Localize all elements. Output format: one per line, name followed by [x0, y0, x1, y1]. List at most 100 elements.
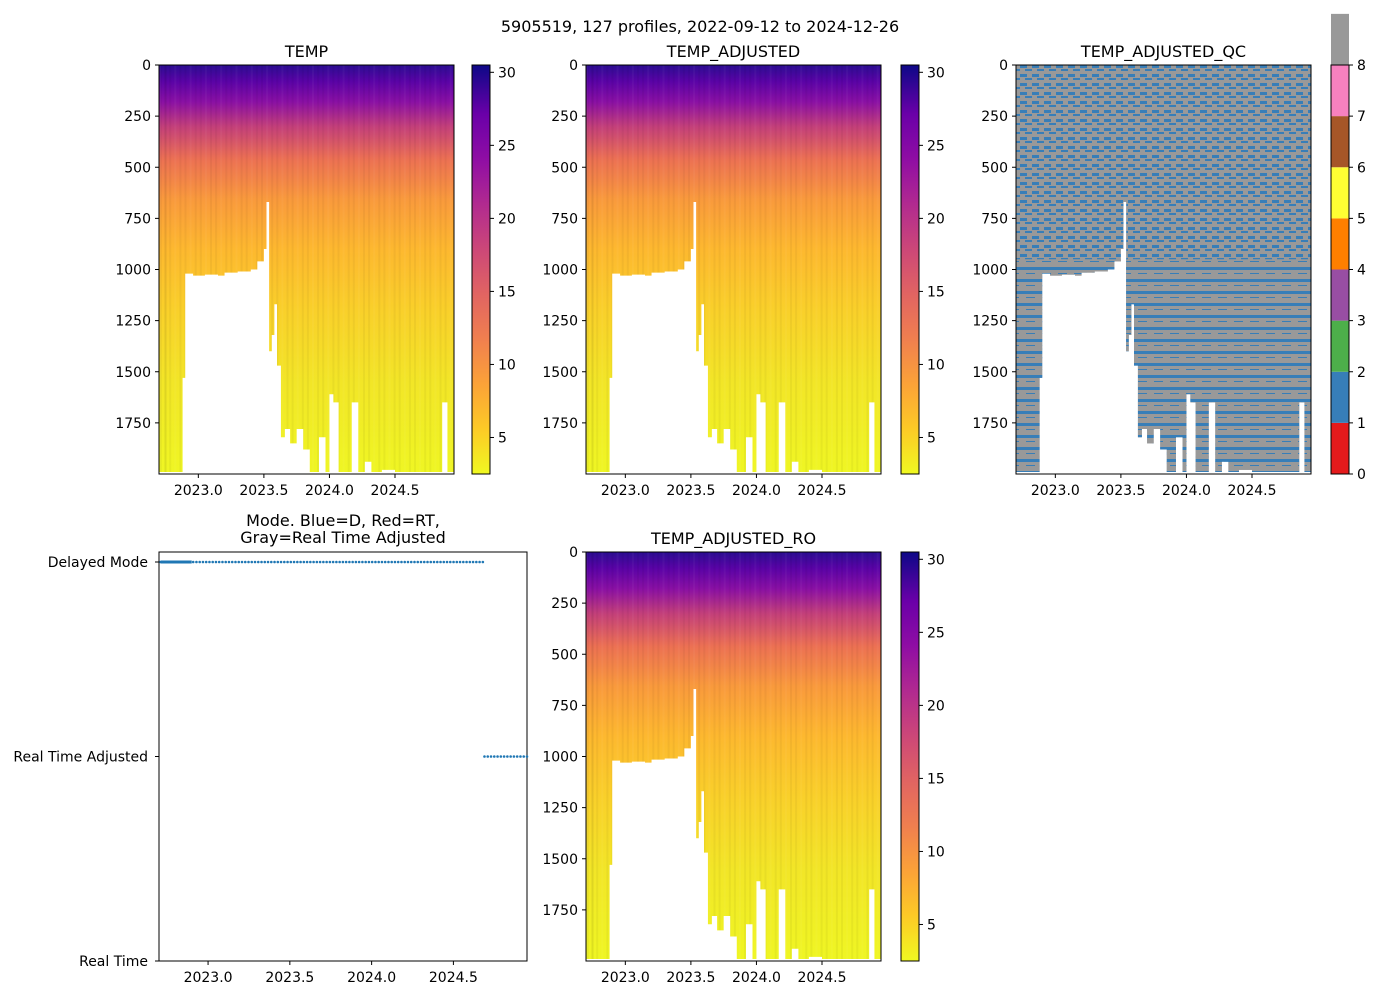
panel-1: 0 250 500 750 1000 1250 1500 1750 5 10 15 20 25 30 TEM…	[115, 42, 515, 499]
mode-point	[432, 560, 436, 564]
profile-streak	[728, 552, 731, 959]
mode-point	[458, 560, 462, 564]
xtick-label: 2023.0	[601, 970, 650, 986]
heatmap-field	[586, 65, 881, 472]
mode-point	[312, 560, 315, 564]
panel-title-line2: Gray=Real Time Adjusted	[240, 528, 446, 547]
ytick-label: 500	[124, 160, 151, 176]
mode-point	[305, 560, 309, 564]
profile-streak	[601, 552, 604, 959]
colorbar-segment	[1331, 167, 1349, 219]
profile-streak	[194, 65, 197, 472]
mode-point	[502, 755, 506, 758]
heatmap-fill-deep	[1016, 259, 1311, 472]
mode-point	[416, 560, 420, 564]
profile-streak	[835, 65, 838, 472]
profile-streak	[357, 65, 360, 472]
mode-point	[348, 560, 351, 564]
colorbar-tick-label: 10	[927, 844, 945, 860]
profile-streak	[861, 552, 864, 959]
mode-point	[426, 560, 429, 564]
profile-streak	[322, 65, 325, 472]
ytick-label: 0	[142, 58, 151, 74]
profile-streak	[296, 65, 299, 472]
profile-streak	[642, 552, 645, 959]
profile-streak	[790, 552, 792, 959]
xtick-label: 2024.0	[305, 483, 354, 499]
mode-point	[224, 560, 228, 564]
mode-point	[341, 560, 345, 564]
mode-point	[191, 560, 195, 564]
profile-streak	[733, 65, 736, 472]
mode-point	[221, 560, 224, 564]
profile-streak	[245, 65, 248, 472]
xtick-label: 2024.5	[429, 970, 478, 986]
colorbar: 5 10 15 20 25 30	[900, 64, 945, 475]
profile-streak	[749, 65, 752, 472]
colorbar-segment	[1331, 65, 1349, 117]
mode-point	[396, 560, 400, 564]
profile-streak	[317, 65, 320, 472]
mode-point	[351, 560, 354, 564]
profile-streak	[621, 65, 624, 472]
profile-streak	[733, 552, 736, 959]
mode-point	[309, 560, 312, 564]
profile-streak	[174, 65, 177, 472]
mode-point	[519, 755, 522, 758]
profile-streak	[830, 65, 833, 472]
profile-streak	[189, 65, 192, 472]
mode-point	[478, 560, 481, 564]
mode-point	[302, 560, 306, 564]
ytick-label: Delayed Mode	[48, 555, 148, 571]
profile-streak	[449, 65, 452, 472]
ytick-label: 1750	[542, 903, 578, 919]
panel-3: 0 250 500 750 1000 1250 1500 1750 0 1 2 3 4 5 6 7 8 TEMP_…	[972, 13, 1366, 499]
mode-point	[230, 560, 234, 564]
profile-streak	[841, 65, 843, 472]
colorbar-tick-label: 2	[1357, 365, 1366, 381]
mode-point	[442, 560, 446, 564]
mode-point	[455, 560, 459, 564]
ytick-label: 500	[551, 647, 578, 663]
profile-streak	[744, 65, 747, 472]
mode-point	[338, 560, 341, 564]
heatmap-field	[1016, 65, 1311, 472]
mode-point	[217, 560, 221, 564]
profile-streak	[159, 65, 162, 472]
colorbar-tick-label: 20	[927, 698, 945, 714]
mode-point	[409, 560, 413, 564]
profile-streak	[210, 65, 212, 472]
profile-streak	[164, 65, 167, 472]
colorbar-segment	[1331, 269, 1349, 321]
mode-point	[367, 560, 371, 564]
mode-point	[439, 560, 442, 564]
colorbar-segment	[1331, 218, 1349, 270]
colorbar-segment	[1331, 320, 1349, 372]
profile-streak	[621, 552, 624, 959]
profile-streak	[662, 65, 665, 472]
profile-streak	[795, 552, 798, 959]
ytick-label: 1500	[115, 365, 151, 381]
mode-point	[390, 560, 394, 564]
profile-streak	[805, 552, 808, 959]
profile-streak	[682, 552, 685, 959]
panel-title: TEMP_ADJUSTED_RO	[650, 529, 816, 549]
mode-point	[475, 560, 478, 564]
profile-streak	[698, 552, 701, 959]
colorbar-tick-label: 3	[1357, 314, 1366, 330]
mode-point	[374, 560, 377, 564]
xtick-label: 2024.5	[371, 483, 420, 499]
xtick-label: 2024.0	[1162, 483, 1211, 499]
mode-point	[253, 560, 257, 564]
profile-streak	[606, 65, 609, 472]
mode-point	[380, 560, 384, 564]
profile-streak	[261, 65, 263, 472]
profile-streak	[718, 552, 721, 959]
profile-streak	[591, 65, 594, 472]
profile-streak	[429, 65, 432, 472]
profile-streak	[851, 65, 854, 472]
profile-streak	[856, 65, 859, 472]
mode-point	[344, 560, 348, 564]
mode-point	[322, 560, 325, 564]
ytick-label: Real Time	[79, 954, 148, 970]
